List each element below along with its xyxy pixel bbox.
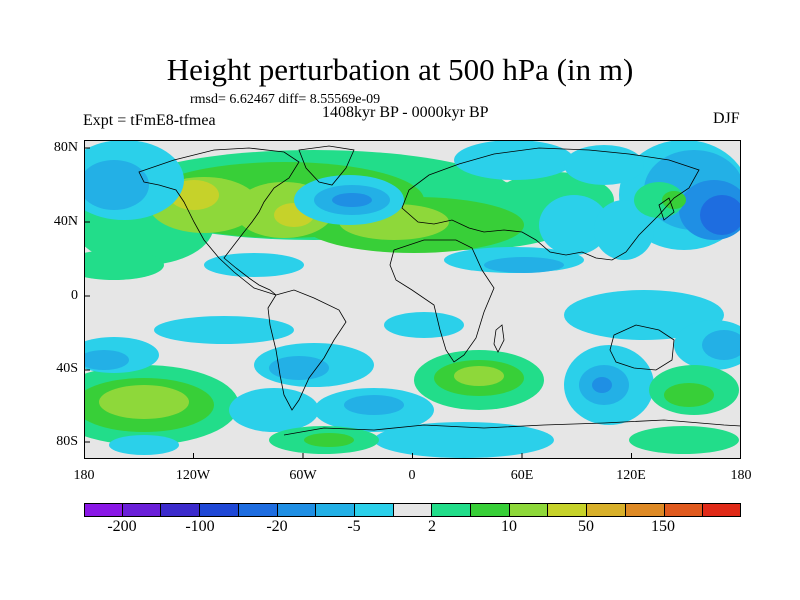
colorbar-label: -20 xyxy=(266,518,288,535)
colorbar-swatch xyxy=(84,503,123,516)
subtropical-patches xyxy=(84,247,741,370)
south-band xyxy=(84,337,739,458)
x-tick-label: 60W xyxy=(289,468,317,483)
colorbar-frame xyxy=(84,503,741,517)
colorbar-swatch xyxy=(625,503,665,516)
chart-title: Height perturbation at 500 hPa (in m) xyxy=(166,52,634,87)
y-tick-label: 0 xyxy=(71,288,78,303)
colorbar-swatch xyxy=(316,503,355,516)
colorbar-swatch xyxy=(238,503,278,516)
colorbar-label: 150 xyxy=(651,518,675,535)
x-tick-label: 120W xyxy=(175,468,211,483)
rmsd-stats: rmsd= 6.62467 diff= 8.55569e-09 xyxy=(190,92,381,107)
colorbar-label: 10 xyxy=(501,518,517,535)
colorbar-swatch xyxy=(548,503,588,516)
colorbar-label: -100 xyxy=(185,518,215,535)
colorbar-swatch xyxy=(471,503,510,516)
x-tick-label: 0 xyxy=(408,468,416,483)
anomaly-map xyxy=(84,140,741,459)
experiment-label: Expt = tFmE8-tfmea xyxy=(83,112,216,129)
colorbar-swatch xyxy=(587,503,626,516)
colorbar xyxy=(84,503,741,516)
x-tick-label: 120E xyxy=(616,468,646,483)
madagascar-coast xyxy=(493,324,505,353)
colorbar-label: -200 xyxy=(107,518,137,535)
australia-coast xyxy=(609,324,675,371)
japan-coast xyxy=(658,197,675,221)
north-america-coast xyxy=(138,147,300,296)
colorbar-swatch xyxy=(664,503,704,516)
axis-ticks xyxy=(84,147,741,459)
y-tick-label: 80N xyxy=(53,140,78,155)
colorbar-label: 50 xyxy=(578,518,594,535)
colorbar-swatch xyxy=(432,503,472,516)
coastlines xyxy=(138,145,741,436)
time-period: 1408kyr BP - 0000kyr BP xyxy=(322,104,489,121)
colorbar-swatch xyxy=(354,503,394,516)
colorbar-label: -5 xyxy=(347,518,361,535)
greenland-coast xyxy=(298,145,355,186)
colorbar-label: 2 xyxy=(428,518,436,535)
y-tick-label: 40N xyxy=(53,214,78,229)
x-tick-label: 60E xyxy=(510,468,534,483)
colorbar-swatch xyxy=(161,503,201,516)
antarctica-coast xyxy=(283,419,741,436)
y-tick-label: 80S xyxy=(56,434,78,449)
x-tick-label: 180 xyxy=(73,468,95,483)
colorbar-swatch xyxy=(122,503,162,516)
x-tick-label: 180 xyxy=(730,468,752,483)
y-tick-label: 40S xyxy=(56,361,78,376)
north-blue-patches xyxy=(84,140,741,260)
season-label: DJF xyxy=(713,110,740,127)
colorbar-swatch xyxy=(393,503,433,516)
colorbar-swatch xyxy=(200,503,239,516)
colorbar-swatch xyxy=(703,503,741,516)
colorbar-swatch xyxy=(277,503,317,516)
south-america-coast xyxy=(267,289,347,411)
colorbar-swatch xyxy=(509,503,549,516)
eurasia-coast xyxy=(401,147,700,261)
africa-coast xyxy=(389,239,495,363)
